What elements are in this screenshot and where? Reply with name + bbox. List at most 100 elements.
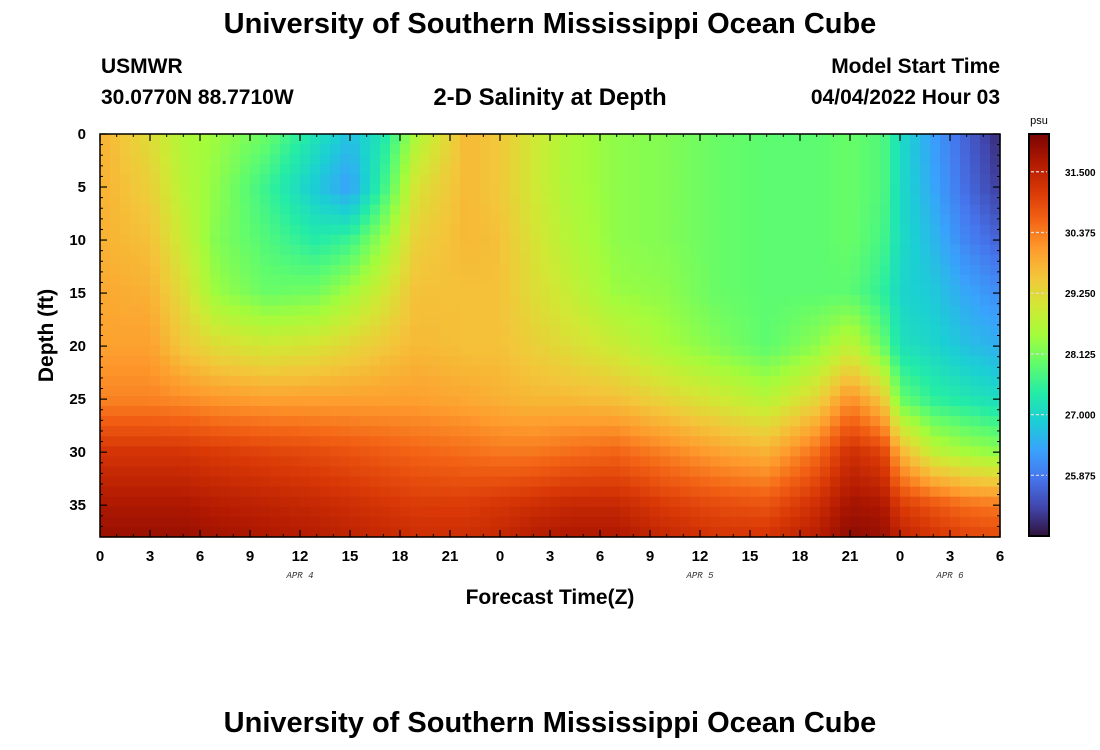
heatmap-cell	[400, 244, 411, 256]
colorbar-tick-label: 25.875	[1065, 471, 1096, 482]
heatmap-cell	[120, 456, 131, 468]
heatmap-cell	[860, 254, 871, 266]
heatmap-cell	[180, 295, 191, 306]
heatmap-cell	[940, 224, 951, 236]
heatmap-cell	[230, 385, 241, 397]
heatmap-cell	[670, 486, 681, 498]
heatmap-cell	[720, 365, 731, 377]
heatmap-cell	[560, 264, 571, 276]
heatmap-cell	[530, 506, 541, 518]
heatmap-cell	[280, 315, 291, 327]
heatmap-cell	[880, 325, 891, 337]
heatmap-cell	[930, 496, 941, 508]
heatmap-cell	[290, 184, 301, 196]
heatmap-cell	[350, 466, 361, 478]
heatmap-cell	[910, 214, 921, 226]
heatmap-cell	[370, 506, 381, 518]
heatmap-cell	[290, 275, 301, 286]
heatmap-cell	[280, 244, 291, 256]
heatmap-cell	[530, 174, 541, 185]
heatmap-cell	[340, 456, 351, 468]
heatmap-cell	[970, 486, 981, 498]
heatmap-cell	[670, 134, 681, 145]
heatmap-cell	[300, 275, 311, 286]
heatmap-cell	[850, 174, 861, 185]
heatmap-cell	[440, 406, 451, 417]
heatmap-cell	[700, 526, 711, 538]
heatmap-cell	[860, 275, 871, 286]
heatmap-cell	[100, 426, 111, 437]
heatmap-cell	[170, 436, 181, 447]
heatmap-cell	[960, 184, 971, 196]
heatmap-cell	[650, 325, 661, 337]
heatmap-cell	[830, 375, 841, 387]
heatmap-cell	[400, 375, 411, 387]
heatmap-cell	[490, 476, 501, 488]
heatmap-cell	[550, 214, 561, 226]
footer-title: University of Southern Mississippi Ocean…	[223, 707, 877, 739]
heatmap-cell	[990, 224, 1001, 236]
heatmap-cell	[700, 416, 711, 427]
heatmap-cell	[560, 325, 571, 337]
heatmap-cell	[900, 406, 911, 417]
heatmap-cell	[770, 345, 781, 357]
heatmap-cell	[580, 134, 591, 145]
heatmap-cell	[280, 285, 291, 296]
heatmap-cell	[340, 174, 351, 185]
heatmap-cell	[220, 204, 231, 216]
heatmap-cell	[270, 305, 281, 316]
heatmap-cell	[480, 144, 491, 155]
heatmap-cell	[900, 466, 911, 478]
heatmap-cell	[100, 134, 111, 145]
heatmap-cell	[860, 446, 871, 457]
heatmap-cell	[230, 406, 241, 417]
heatmap-cell	[500, 355, 511, 367]
heatmap-cell	[300, 466, 311, 478]
heatmap-cell	[870, 345, 881, 357]
heatmap-cell	[490, 224, 501, 236]
heatmap-cell	[340, 446, 351, 457]
heatmap-cell	[800, 436, 811, 447]
y-tick-label: 15	[69, 285, 86, 302]
heatmap-cell	[770, 325, 781, 337]
heatmap-cell	[270, 516, 281, 528]
heatmap-cell	[600, 526, 611, 538]
heatmap-cell	[260, 305, 271, 316]
heatmap-cell	[280, 456, 291, 468]
heatmap-cell	[870, 214, 881, 226]
heatmap-cell	[350, 285, 361, 296]
heatmap-cell	[530, 214, 541, 226]
heatmap-cell	[320, 224, 331, 236]
heatmap-cell	[210, 395, 221, 407]
heatmap-cell	[640, 476, 651, 488]
y-tick-label: 5	[78, 179, 86, 196]
heatmap-cell	[700, 476, 711, 488]
heatmap-cell	[590, 375, 601, 387]
heatmap-cell	[750, 275, 761, 286]
heatmap-cell	[520, 325, 531, 337]
heatmap-cell	[140, 486, 151, 498]
heatmap-cell	[190, 466, 201, 478]
heatmap-cell	[350, 375, 361, 387]
heatmap-cell	[790, 234, 801, 246]
heatmap-cell	[170, 144, 181, 155]
heatmap-cell	[250, 406, 261, 417]
heatmap-cell	[960, 506, 971, 518]
heatmap-cell	[600, 184, 611, 196]
heatmap-cell	[240, 426, 251, 437]
heatmap-cell	[790, 144, 801, 155]
heatmap-cell	[220, 264, 231, 276]
heatmap-cell	[710, 275, 721, 286]
heatmap-cell	[880, 305, 891, 316]
heatmap-cell	[910, 224, 921, 236]
heatmap-cell	[430, 264, 441, 276]
heatmap-cell	[480, 446, 491, 457]
heatmap-cell	[160, 526, 171, 538]
heatmap-cell	[340, 285, 351, 296]
heatmap-cell	[210, 456, 221, 468]
heatmap-cell	[130, 204, 141, 216]
heatmap-cell	[720, 134, 731, 145]
heatmap-cell	[690, 194, 701, 206]
heatmap-cell	[280, 234, 291, 246]
heatmap-cell	[910, 164, 921, 175]
